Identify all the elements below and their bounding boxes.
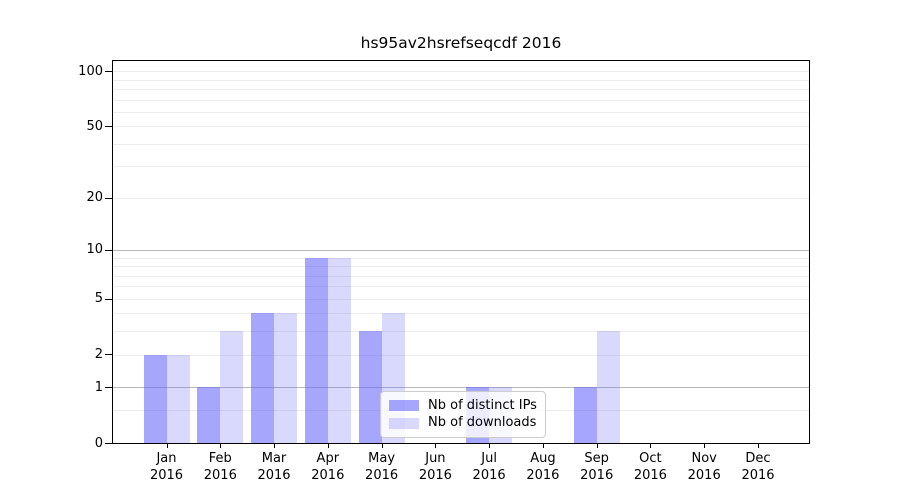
x-tick [597, 444, 598, 448]
gridline-major [113, 71, 809, 73]
gridline-minor [113, 313, 809, 315]
bar-distinct-ips [573, 387, 597, 443]
bar-distinct-ips [143, 354, 167, 443]
gridline-minor [113, 286, 809, 288]
gridline-minor [113, 143, 809, 145]
gridline-minor [113, 79, 809, 81]
gridline-major [113, 249, 809, 251]
x-tick-label: Oct 2016 [633, 451, 667, 483]
x-tick-label: Dec 2016 [741, 451, 775, 483]
legend: Nb of distinct IPs Nb of downloads [380, 391, 546, 438]
y-tick-label: 2 [94, 347, 103, 362]
x-tick [274, 444, 275, 448]
gridline-minor [113, 266, 809, 267]
gridline-minor [113, 275, 809, 277]
y-tick [105, 443, 112, 444]
y-tick [105, 250, 112, 251]
y-tick-label: 100 [78, 63, 103, 79]
y-tick-label: 5 [94, 291, 103, 307]
legend-label-distinct-ips: Nb of distinct IPs [428, 397, 537, 413]
x-tick [382, 444, 383, 448]
x-tick-label: Nov 2016 [687, 451, 721, 483]
x-tick [758, 444, 759, 448]
x-tick-label: Aug 2016 [526, 451, 560, 483]
y-tick-label: 20 [86, 190, 103, 206]
y-tick-label: 10 [86, 242, 103, 258]
y-tick-label: 1 [94, 379, 103, 395]
gridline-minor [113, 166, 809, 168]
y-tick [105, 299, 112, 300]
x-tick-label: Jun 2016 [418, 451, 452, 483]
x-tick-label: May 2016 [365, 451, 399, 483]
bar-distinct-ips [197, 387, 221, 443]
x-tick [704, 444, 705, 448]
bar-downloads [596, 331, 620, 443]
y-tick-label: 0 [94, 435, 103, 451]
legend-item-downloads: Nb of downloads [389, 416, 537, 430]
x-tick [167, 444, 168, 448]
y-tick [105, 198, 112, 199]
gridline-major [113, 354, 809, 356]
gridline-minor [113, 88, 809, 90]
bar-distinct-ips [358, 331, 382, 443]
y-tick [105, 126, 112, 127]
legend-swatch-distinct-ips [389, 400, 419, 412]
y-tick-label: 50 [86, 118, 103, 134]
x-tick-label: Jan 2016 [149, 451, 184, 483]
legend-label-downloads: Nb of downloads [428, 415, 537, 431]
gridline-minor [113, 99, 809, 101]
bar-downloads [166, 354, 190, 443]
x-tick [435, 444, 436, 448]
x-tick-label: Feb 2016 [203, 451, 237, 483]
gridline-major [113, 197, 809, 199]
gridline-major [113, 298, 809, 300]
bar-downloads [220, 331, 244, 443]
x-tick-label: Jul 2016 [472, 451, 506, 483]
x-tick-label: Apr 2016 [311, 451, 345, 483]
x-tick-label: Mar 2016 [257, 451, 291, 483]
gridline-minor [113, 111, 809, 113]
bar-distinct-ips [251, 313, 274, 443]
y-tick [105, 387, 112, 388]
gridline-minor [113, 257, 809, 259]
y-tick [105, 354, 112, 355]
gridline-major [113, 126, 809, 128]
plot-area [112, 60, 810, 444]
x-tick-label: Sep 2016 [580, 451, 614, 483]
y-tick [105, 71, 112, 72]
legend-swatch-downloads [389, 417, 419, 429]
x-tick [489, 444, 490, 448]
legend-item-distinct-ips: Nb of distinct IPs [389, 397, 537, 413]
bar-downloads [327, 257, 351, 443]
chart-title: hs95av2hsrefseqcdf 2016 [360, 34, 562, 52]
x-tick [328, 444, 329, 448]
gridline-major [113, 387, 809, 389]
bar-downloads [274, 313, 297, 443]
gridline-minor [113, 331, 809, 333]
x-tick [650, 444, 651, 448]
bar-distinct-ips [304, 257, 328, 443]
x-tick [543, 444, 544, 448]
x-tick [220, 444, 221, 448]
